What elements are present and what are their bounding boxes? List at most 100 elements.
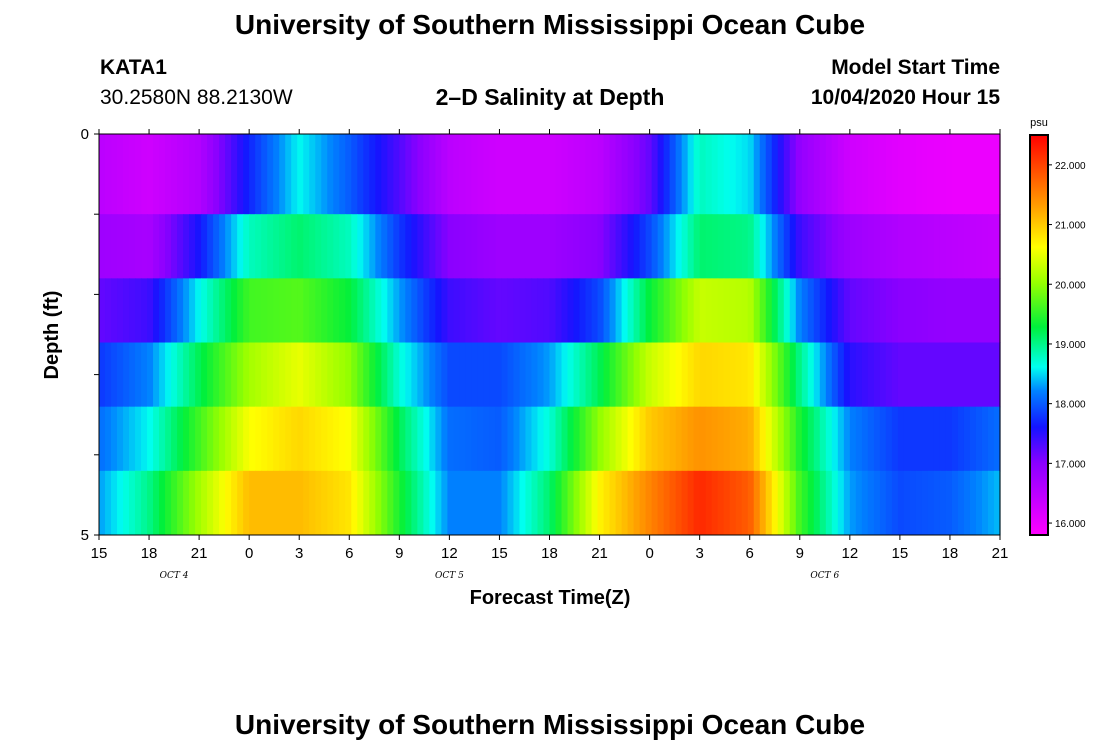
heatmap-cell (621, 342, 629, 408)
heatmap-cell (219, 214, 226, 279)
heatmap-cell (105, 278, 112, 344)
heatmap-cell (105, 470, 112, 536)
x-tick-label: 12 (441, 545, 458, 562)
heatmap-cell (939, 470, 947, 536)
heatmap-cell (99, 342, 106, 408)
heatmap-cell (957, 470, 965, 536)
heatmap-cell (813, 342, 821, 408)
heatmap-cell (417, 406, 424, 472)
heatmap-cell (171, 342, 178, 408)
heatmap-cell (399, 214, 406, 279)
heatmap-cell (867, 214, 875, 279)
heatmap-cell (141, 134, 148, 215)
heatmap-cell (579, 406, 587, 472)
heatmap-cell (135, 406, 142, 472)
heatmap-cell (561, 406, 569, 472)
heatmap-cell (357, 406, 364, 472)
heatmap-cell (681, 406, 689, 472)
heatmap-cell (735, 470, 743, 536)
heatmap-cell (603, 406, 611, 472)
heatmap-cell (219, 134, 226, 215)
heatmap-cell (963, 470, 971, 536)
heatmap-cell (687, 214, 695, 279)
heatmap-cell (531, 278, 539, 344)
heatmap-cell (705, 278, 713, 344)
heatmap-cell (183, 134, 190, 215)
y-axis-label: Depth (ft) (41, 291, 63, 380)
heatmap-cell (891, 406, 899, 472)
heatmap-cell (189, 278, 196, 344)
heatmap-cell (267, 406, 274, 472)
heatmap-cell (207, 278, 214, 344)
heatmap-cell (591, 342, 599, 408)
heatmap-cell (291, 470, 298, 536)
heatmap-cell (207, 214, 214, 279)
heatmap-cell (957, 278, 965, 344)
heatmap-cell (603, 214, 611, 279)
heatmap-cell (327, 406, 334, 472)
heatmap-cell (483, 470, 491, 536)
heatmap-cell (639, 214, 647, 279)
heatmap-cell (879, 470, 887, 536)
heatmap-cell (675, 214, 683, 279)
heatmap-cell (255, 278, 262, 344)
heatmap-cell (885, 470, 893, 536)
heatmap-cell (633, 470, 641, 536)
heatmap-cell (705, 214, 713, 279)
heatmap-cell (411, 342, 418, 408)
heatmap-cell (129, 470, 136, 536)
heatmap-cell (519, 342, 527, 408)
heatmap-cell (567, 342, 575, 408)
heatmap-cell (459, 470, 467, 536)
heatmap-cell (453, 134, 460, 215)
heatmap-cell (447, 470, 454, 536)
heatmap-cell (909, 214, 917, 279)
heatmap-cell (855, 342, 863, 408)
heatmap-cell (219, 406, 226, 472)
heatmap-cell (489, 342, 497, 408)
heatmap-cell (711, 406, 719, 472)
heatmap-cell (441, 406, 448, 472)
heatmap-cell (813, 134, 821, 215)
heatmap-cell (753, 406, 761, 472)
heatmap-cell (213, 134, 220, 215)
heatmap-cell (975, 342, 983, 408)
heatmap-cell (351, 406, 358, 472)
heatmap-cell (777, 342, 785, 408)
heatmap-cell (795, 278, 803, 344)
heatmap-cell (153, 342, 160, 408)
heatmap-cell (915, 134, 923, 215)
heatmap-cell (705, 134, 713, 215)
heatmap-cell (261, 278, 268, 344)
heatmap-cell (807, 214, 815, 279)
heatmap-cell (819, 214, 827, 279)
heatmap-cell (423, 278, 430, 344)
heatmap-cell (561, 470, 569, 536)
heatmap-cell (789, 342, 797, 408)
heatmap-cell (675, 278, 683, 344)
heatmap-cell (579, 134, 587, 215)
colorbar-tick-label: 16.000 (1055, 519, 1086, 530)
heatmap-cell (219, 278, 226, 344)
heatmap-cell (231, 134, 238, 215)
x-tick-label: 0 (645, 545, 653, 562)
heatmap-cell (759, 278, 767, 344)
heatmap-cell (393, 470, 400, 536)
heatmap-cell (669, 342, 677, 408)
heatmap-cells (99, 134, 1001, 536)
heatmap-cell (573, 278, 581, 344)
heatmap-cell (597, 406, 605, 472)
heatmap-cell (987, 342, 995, 408)
heatmap-cell (651, 342, 659, 408)
heatmap-cell (411, 406, 418, 472)
heatmap-cell (711, 342, 719, 408)
heatmap-cell (783, 278, 791, 344)
heatmap-cell (513, 214, 521, 279)
heatmap-cell (729, 342, 737, 408)
heatmap-cell (321, 406, 328, 472)
heatmap-cell (717, 342, 725, 408)
heatmap-cell (435, 406, 442, 472)
heatmap-cell (855, 134, 863, 215)
heatmap-cell (927, 214, 935, 279)
heatmap-cell (231, 278, 238, 344)
